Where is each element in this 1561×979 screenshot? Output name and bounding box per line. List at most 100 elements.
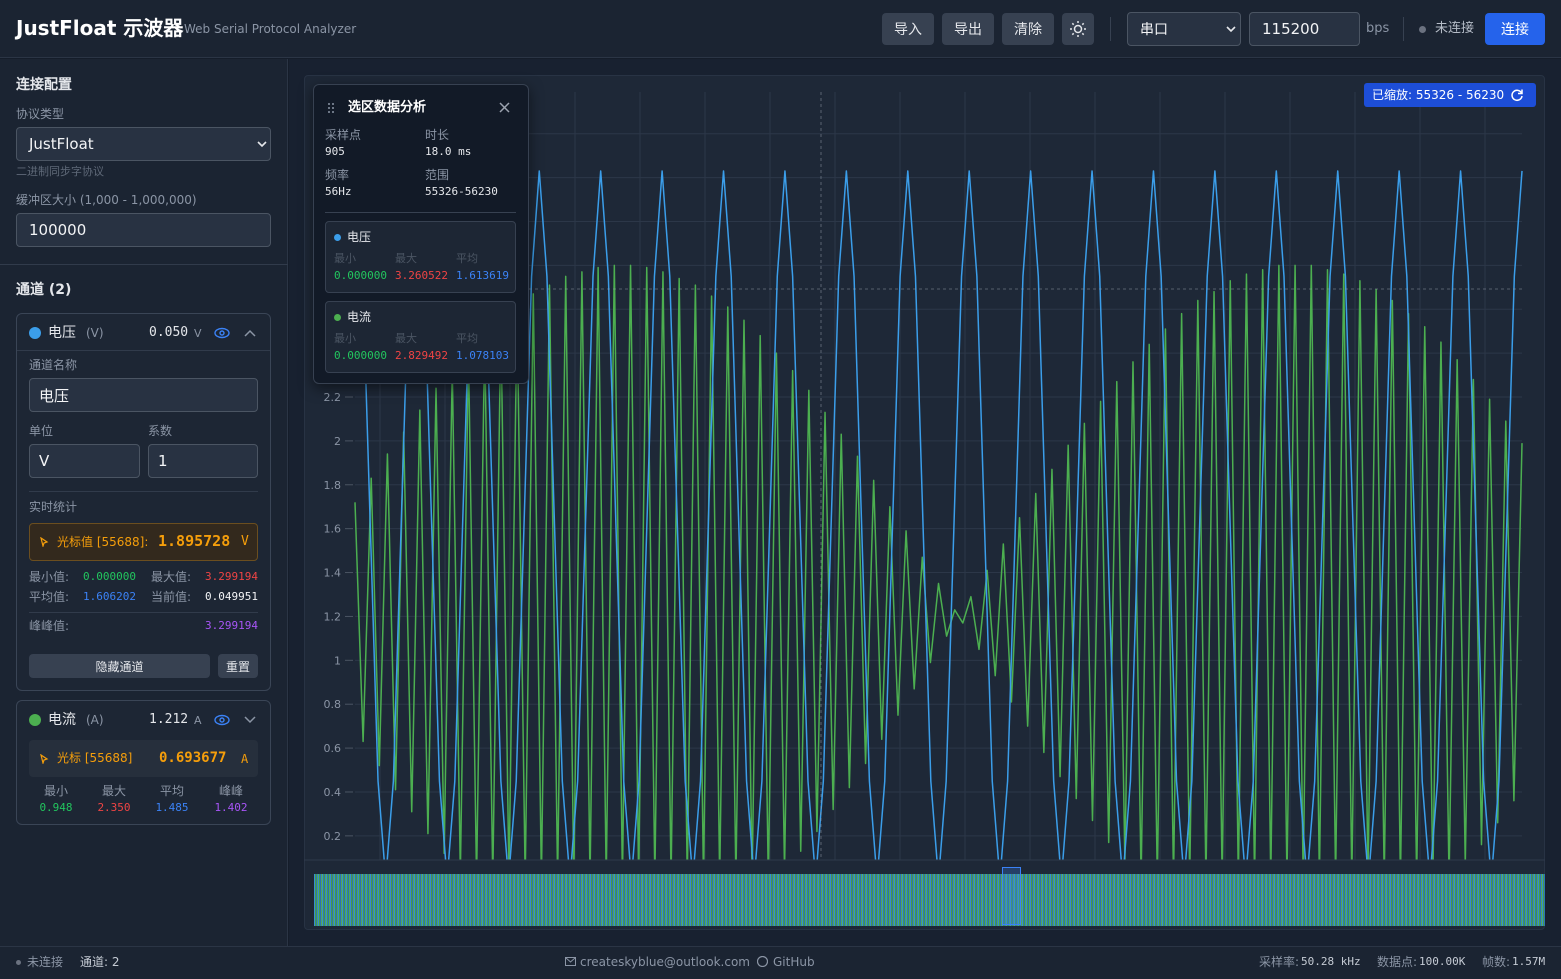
channel-dot (334, 314, 341, 321)
footer-label: 数据点: (1377, 954, 1417, 970)
export-button[interactable]: 导出 (942, 13, 994, 45)
divider (29, 491, 258, 492)
section-title: 通道 (2) (16, 282, 71, 298)
y-tick-label: 2.2 (324, 391, 342, 404)
expand-icon[interactable] (244, 716, 256, 724)
footer-github[interactable]: GitHub (773, 954, 815, 970)
clear-button[interactable]: 清除 (1002, 13, 1054, 45)
field-label: 缓冲区大小 (1,000 - 1,000,000) (16, 192, 197, 208)
field-label: 实时统计 (29, 499, 77, 515)
stat-label: 峰峰 (201, 783, 261, 799)
stat-label: 最小值: (29, 569, 69, 585)
stat-value: 3.299194 (205, 618, 258, 634)
divider (1110, 17, 1111, 41)
name-input[interactable]: 电压 (29, 378, 258, 412)
close-icon[interactable] (499, 102, 510, 113)
stat-value: 0.948 (26, 800, 86, 816)
stat-label: 平均 (142, 783, 202, 799)
channel-value: 0.050 (149, 325, 188, 341)
chevron (1226, 26, 1236, 34)
y-tick-label: 0.2 (324, 830, 342, 843)
stat-label: 峰峰值: (29, 618, 69, 634)
stat-label: 最大 (395, 331, 417, 347)
status-dot (1419, 26, 1426, 33)
reset-zoom-icon[interactable] (1510, 88, 1524, 102)
plot (355, 171, 1522, 880)
stat-value: 0.000000 (334, 348, 387, 364)
mail-icon (565, 957, 576, 966)
divider (325, 212, 516, 213)
stat-value: 1.078103 (456, 348, 509, 364)
field-label: 协议类型 (16, 106, 64, 122)
overview-strip (314, 874, 1545, 926)
stat-label: 最小 (334, 251, 356, 267)
footer-email[interactable]: createskyblue@outlook.com (580, 954, 750, 970)
status-text: 未连接 (1435, 21, 1474, 37)
cursor-unit: V (241, 534, 249, 550)
y-tick-label: 1.4 (324, 567, 342, 580)
hide-button[interactable]: 隐藏通道 (29, 654, 210, 678)
stat-label: 平均 (456, 331, 478, 347)
stat-value: 1.613619 (456, 268, 509, 284)
app-title: JustFloat 示波器 (16, 17, 183, 39)
cursor-unit: A (241, 751, 248, 767)
channel-name: 电压 (48, 325, 76, 341)
divider (29, 612, 258, 613)
channel-name: 电流 (347, 309, 371, 325)
channel-unit-tag: (V) (86, 325, 104, 341)
eye-icon[interactable] (214, 713, 230, 727)
connect-button[interactable]: 连接 (1485, 13, 1545, 45)
eye-icon[interactable] (214, 326, 230, 340)
import-button[interactable]: 导入 (882, 13, 934, 45)
y-tick-label: 2 (334, 435, 341, 448)
y-tick-label: 1.8 (324, 479, 342, 492)
cursor-icon (39, 754, 49, 764)
reset-button[interactable]: 重置 (218, 654, 258, 678)
zoom-text: 已缩放: 55326 - 56230 (1372, 87, 1504, 103)
channel-name: 电流 (48, 712, 76, 728)
cursor-value: 1.895728 (158, 533, 230, 549)
cursor-icon (39, 537, 49, 547)
theme-button[interactable] (1062, 13, 1094, 45)
footer-channels: 通道: 2 (80, 954, 120, 970)
cursor-label: 光标 [55688] (57, 750, 132, 766)
field-label: 频率 (325, 167, 349, 183)
stat-value: 0.000000 (83, 569, 136, 585)
stat-value: 2.350 (84, 800, 144, 816)
y-tick-label: 1.2 (324, 610, 342, 623)
y-tick-label: 1.6 (324, 523, 342, 536)
unit-input[interactable]: V (29, 444, 140, 478)
y-tick-label: 0.8 (324, 698, 342, 711)
field-label: 单位 (29, 423, 53, 439)
buffer-input[interactable]: 100000 (16, 213, 271, 247)
channel-name: 电压 (347, 229, 371, 245)
channel-dot (29, 714, 41, 726)
baud-input[interactable]: 115200 (1249, 12, 1360, 46)
stat-label: 最小 (334, 331, 356, 347)
coef-input[interactable]: 1 (148, 444, 258, 478)
channel-value: 1.212 (149, 712, 188, 728)
footer-label: 采样率: (1259, 954, 1299, 970)
cursor-value: 0.693677 (159, 750, 226, 766)
protocol-select[interactable]: JustFloat (16, 127, 271, 161)
section-title: 连接配置 (16, 77, 72, 93)
channel-dot (29, 327, 41, 339)
stat-label: 当前值: (151, 589, 191, 605)
field-label: 通道名称 (29, 357, 77, 373)
stat-value: 3.260522 (395, 268, 448, 284)
drag-handle[interactable] (327, 102, 335, 114)
collapse-icon[interactable] (244, 329, 256, 337)
field-label: 范围 (425, 167, 449, 183)
stat-value: 1.485 (142, 800, 202, 816)
overview-window[interactable] (1002, 867, 1021, 925)
github-icon (757, 956, 768, 967)
stat-value: 1.402 (201, 800, 261, 816)
stat-label: 最大值: (151, 569, 191, 585)
port-select[interactable]: 串口 (1127, 12, 1241, 46)
footer-value: 1.57M (1512, 954, 1545, 970)
status-dot (16, 960, 21, 965)
channel-unit-tag: (A) (86, 712, 104, 728)
field-value: 905 (325, 144, 345, 160)
stat-value: 2.829492 (395, 348, 448, 364)
